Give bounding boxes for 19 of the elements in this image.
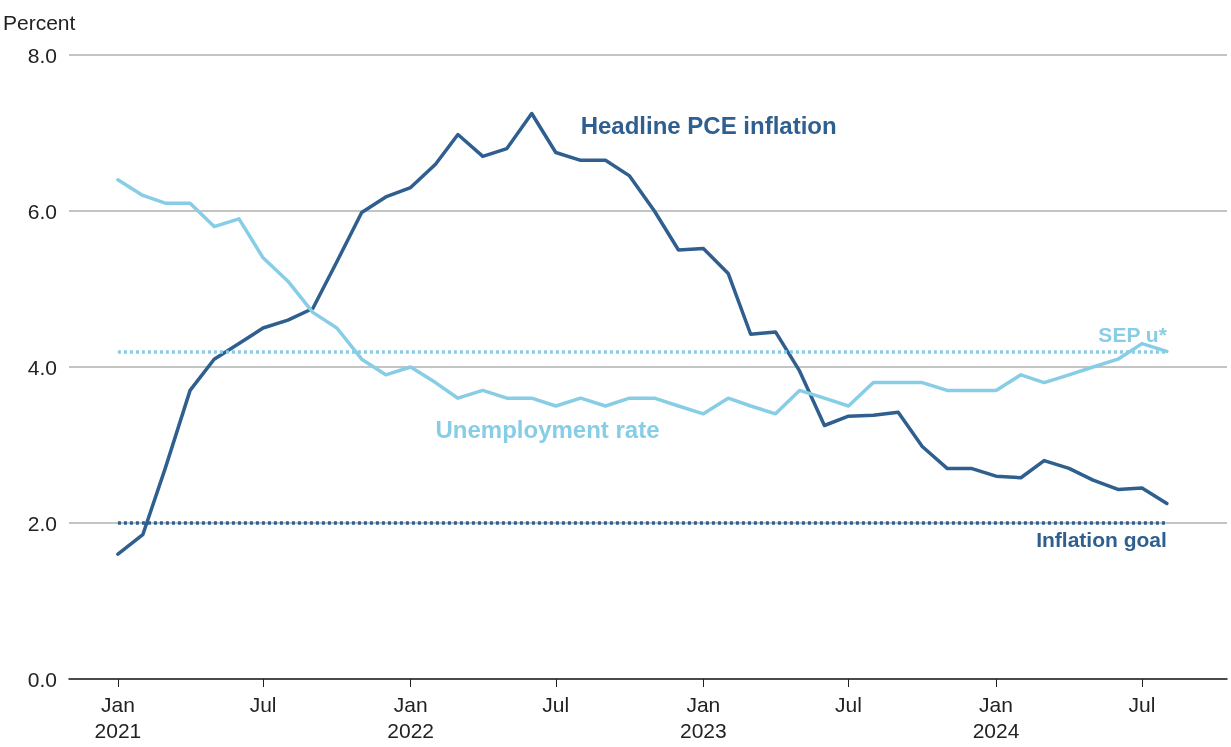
ref-line-label: SEP u* xyxy=(1098,323,1168,347)
x-tick-label: Jan 2021 xyxy=(94,692,142,742)
y-tick-label: 6.0 xyxy=(27,199,57,223)
y-tick-label: 4.0 xyxy=(27,355,57,379)
ref-line-label: Inflation goal xyxy=(1036,528,1167,551)
series-label: Unemployment rate xyxy=(435,415,660,443)
y-tick-label: 0.0 xyxy=(27,667,57,691)
line-series xyxy=(116,111,1169,556)
x-tick-label: Jan 2024 xyxy=(972,692,1020,742)
x-tick-label: Jul xyxy=(835,692,862,716)
y-axis-title: Percent xyxy=(3,11,76,34)
x-tick-label: Jan 2022 xyxy=(387,692,434,742)
x-tick-label: Jul xyxy=(542,692,570,716)
x-tick-label: Jan 2023 xyxy=(679,692,727,742)
series-label: Headline PCE inflation xyxy=(580,111,837,139)
x-tick-label: Jul xyxy=(1128,692,1156,716)
y-tick-label: 8.0 xyxy=(27,43,57,67)
y-tick-label: 2.0 xyxy=(27,511,57,535)
x-tick-label: Jul xyxy=(249,692,277,716)
